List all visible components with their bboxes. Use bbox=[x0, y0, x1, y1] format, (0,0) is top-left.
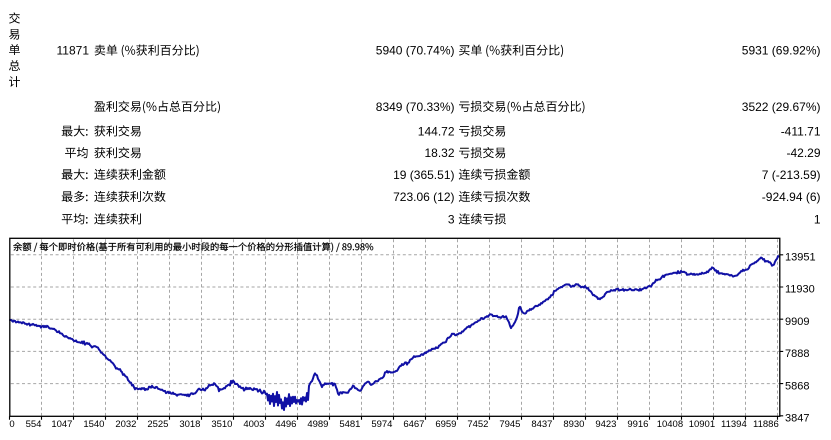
svg-text:1047: 1047 bbox=[51, 419, 72, 430]
svg-text:5931 (69.92%): 5931 (69.92%) bbox=[742, 44, 821, 58]
svg-text:7888: 7888 bbox=[785, 348, 809, 360]
svg-text:3510: 3510 bbox=[211, 419, 232, 430]
svg-text:2032: 2032 bbox=[115, 419, 136, 430]
svg-text:3847: 3847 bbox=[785, 413, 809, 425]
svg-text:144.72: 144.72 bbox=[418, 125, 455, 139]
svg-text:19 (365.51): 19 (365.51) bbox=[393, 168, 454, 182]
svg-text:1540: 1540 bbox=[83, 419, 104, 430]
svg-text:13951: 13951 bbox=[785, 252, 816, 264]
svg-text:-924.94 (6): -924.94 (6) bbox=[762, 190, 821, 204]
svg-text:9916: 9916 bbox=[627, 419, 648, 430]
svg-text:6467: 6467 bbox=[403, 419, 424, 430]
svg-text:723.06 (12): 723.06 (12) bbox=[393, 190, 454, 204]
svg-text:2525: 2525 bbox=[147, 419, 168, 430]
svg-text:-411.71: -411.71 bbox=[781, 125, 821, 139]
svg-text:10408: 10408 bbox=[657, 419, 683, 430]
svg-text:5940 (70.74%): 5940 (70.74%) bbox=[376, 44, 455, 58]
svg-text:5868: 5868 bbox=[785, 380, 809, 392]
svg-text:5974: 5974 bbox=[371, 419, 392, 430]
svg-text:8930: 8930 bbox=[563, 419, 584, 430]
svg-text:11930: 11930 bbox=[785, 284, 815, 296]
svg-text:11871: 11871 bbox=[57, 44, 90, 58]
svg-text:11886: 11886 bbox=[753, 419, 779, 430]
svg-text:8437: 8437 bbox=[531, 419, 552, 430]
svg-text:3: 3 bbox=[448, 212, 455, 226]
svg-text:1: 1 bbox=[814, 212, 821, 226]
svg-text:6959: 6959 bbox=[435, 419, 456, 430]
svg-text:0: 0 bbox=[9, 419, 14, 430]
svg-text:10901: 10901 bbox=[689, 419, 715, 430]
svg-text:4989: 4989 bbox=[307, 419, 328, 430]
svg-text:7 (-213.59): 7 (-213.59) bbox=[762, 168, 821, 182]
svg-text:5481: 5481 bbox=[339, 419, 360, 430]
svg-text:3522 (29.67%): 3522 (29.67%) bbox=[742, 100, 821, 114]
svg-text:7452: 7452 bbox=[467, 419, 488, 430]
svg-text:11394: 11394 bbox=[721, 419, 747, 430]
svg-text:9423: 9423 bbox=[595, 419, 616, 430]
svg-text:554: 554 bbox=[26, 419, 42, 430]
svg-text:4003: 4003 bbox=[243, 419, 264, 430]
svg-text:4496: 4496 bbox=[275, 419, 296, 430]
svg-text:18.32: 18.32 bbox=[424, 146, 454, 160]
svg-text:8349 (70.33%): 8349 (70.33%) bbox=[376, 100, 455, 114]
svg-text:-42.29: -42.29 bbox=[786, 146, 820, 160]
svg-text:9909: 9909 bbox=[785, 316, 809, 328]
svg-text:3018: 3018 bbox=[179, 419, 200, 430]
svg-text:7945: 7945 bbox=[499, 419, 520, 430]
